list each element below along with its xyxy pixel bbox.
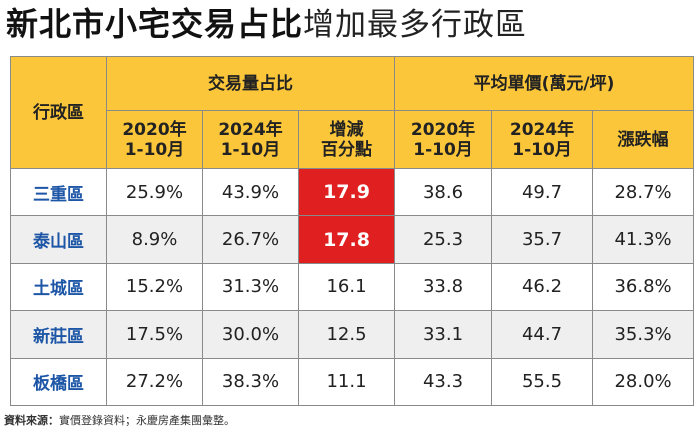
price-2024-cell: 55.5	[491, 357, 594, 407]
title-bold: 新北市小宅交易占比	[6, 5, 304, 43]
price-2024-cell: 46.2	[491, 262, 594, 312]
header-share-2024: 2024年 1-10月	[202, 110, 299, 169]
price-2024-cell: 44.7	[491, 310, 594, 359]
source-text: 實價登錄資料；永慶房產集團彙整。	[59, 414, 235, 427]
district-cell: 新莊區	[10, 310, 107, 359]
change-cell-highlighted: 17.9	[297, 167, 396, 217]
page-title: 新北市小宅交易占比增加最多行政區	[6, 2, 527, 46]
change-cell: 16.1	[297, 262, 396, 312]
header-group-price: 平均單價(萬元/坪)	[394, 56, 695, 111]
source-label: 資料來源：	[4, 414, 59, 427]
share-2020-cell: 27.2%	[106, 357, 203, 407]
header-price-2024: 2024年 1-10月	[491, 110, 594, 169]
header-price-change: 漲跌幅	[592, 110, 695, 169]
change-cell: 12.5	[297, 310, 396, 359]
district-cell: 土城區	[10, 262, 107, 312]
price-change-cell: 41.3%	[592, 215, 695, 264]
header-price-2020: 2020年 1-10月	[394, 110, 493, 169]
price-2020-cell: 43.3	[394, 357, 493, 407]
change-cell-highlighted: 17.8	[297, 215, 396, 264]
price-change-cell: 36.8%	[592, 262, 695, 312]
district-cell: 板橋區	[10, 357, 107, 407]
share-2024-cell: 43.9%	[202, 167, 299, 217]
table-row: 新莊區 17.5% 30.0% 12.5 33.1 44.7 35.3%	[10, 310, 695, 359]
price-2024-cell: 49.7	[491, 167, 594, 217]
price-2020-cell: 25.3	[394, 215, 493, 264]
share-2020-cell: 17.5%	[106, 310, 203, 359]
price-change-cell: 28.0%	[592, 357, 695, 407]
header-change: 增減 百分點	[297, 110, 396, 169]
table-row: 三重區 25.9% 43.9% 17.9 38.6 49.7 28.7%	[10, 167, 695, 217]
district-cell: 泰山區	[10, 215, 107, 264]
share-2020-cell: 15.2%	[106, 262, 203, 312]
table-row: 土城區 15.2% 31.3% 16.1 33.8 46.2 36.8%	[10, 262, 695, 312]
share-2024-cell: 30.0%	[202, 310, 299, 359]
share-2020-cell: 8.9%	[106, 215, 203, 264]
source-note: 資料來源：實價登錄資料；永慶房產集團彙整。	[4, 412, 235, 428]
share-2024-cell: 38.3%	[202, 357, 299, 407]
price-2020-cell: 33.1	[394, 310, 493, 359]
district-cell: 三重區	[10, 167, 107, 217]
share-2024-cell: 31.3%	[202, 262, 299, 312]
share-2024-cell: 26.7%	[202, 215, 299, 264]
price-change-cell: 28.7%	[592, 167, 695, 217]
header-share-2020: 2020年 1-10月	[106, 110, 203, 169]
share-2020-cell: 25.9%	[106, 167, 203, 217]
header-group-share: 交易量占比	[105, 56, 396, 111]
price-2020-cell: 33.8	[394, 262, 493, 312]
price-change-cell: 35.3%	[592, 310, 695, 359]
price-2020-cell: 38.6	[394, 167, 493, 217]
table-row: 板橋區 27.2% 38.3% 11.1 43.3 55.5 28.0%	[10, 357, 695, 407]
data-table: 行政區 交易量占比 平均單價(萬元/坪) 2020年 1-10月 2024年 1…	[10, 56, 695, 407]
price-2024-cell: 35.7	[491, 215, 594, 264]
change-cell: 11.1	[297, 357, 396, 407]
table-row: 泰山區 8.9% 26.7% 17.8 25.3 35.7 41.3%	[10, 215, 695, 264]
title-light: 增加最多行政區	[303, 7, 528, 43]
header-district: 行政區	[10, 56, 107, 169]
